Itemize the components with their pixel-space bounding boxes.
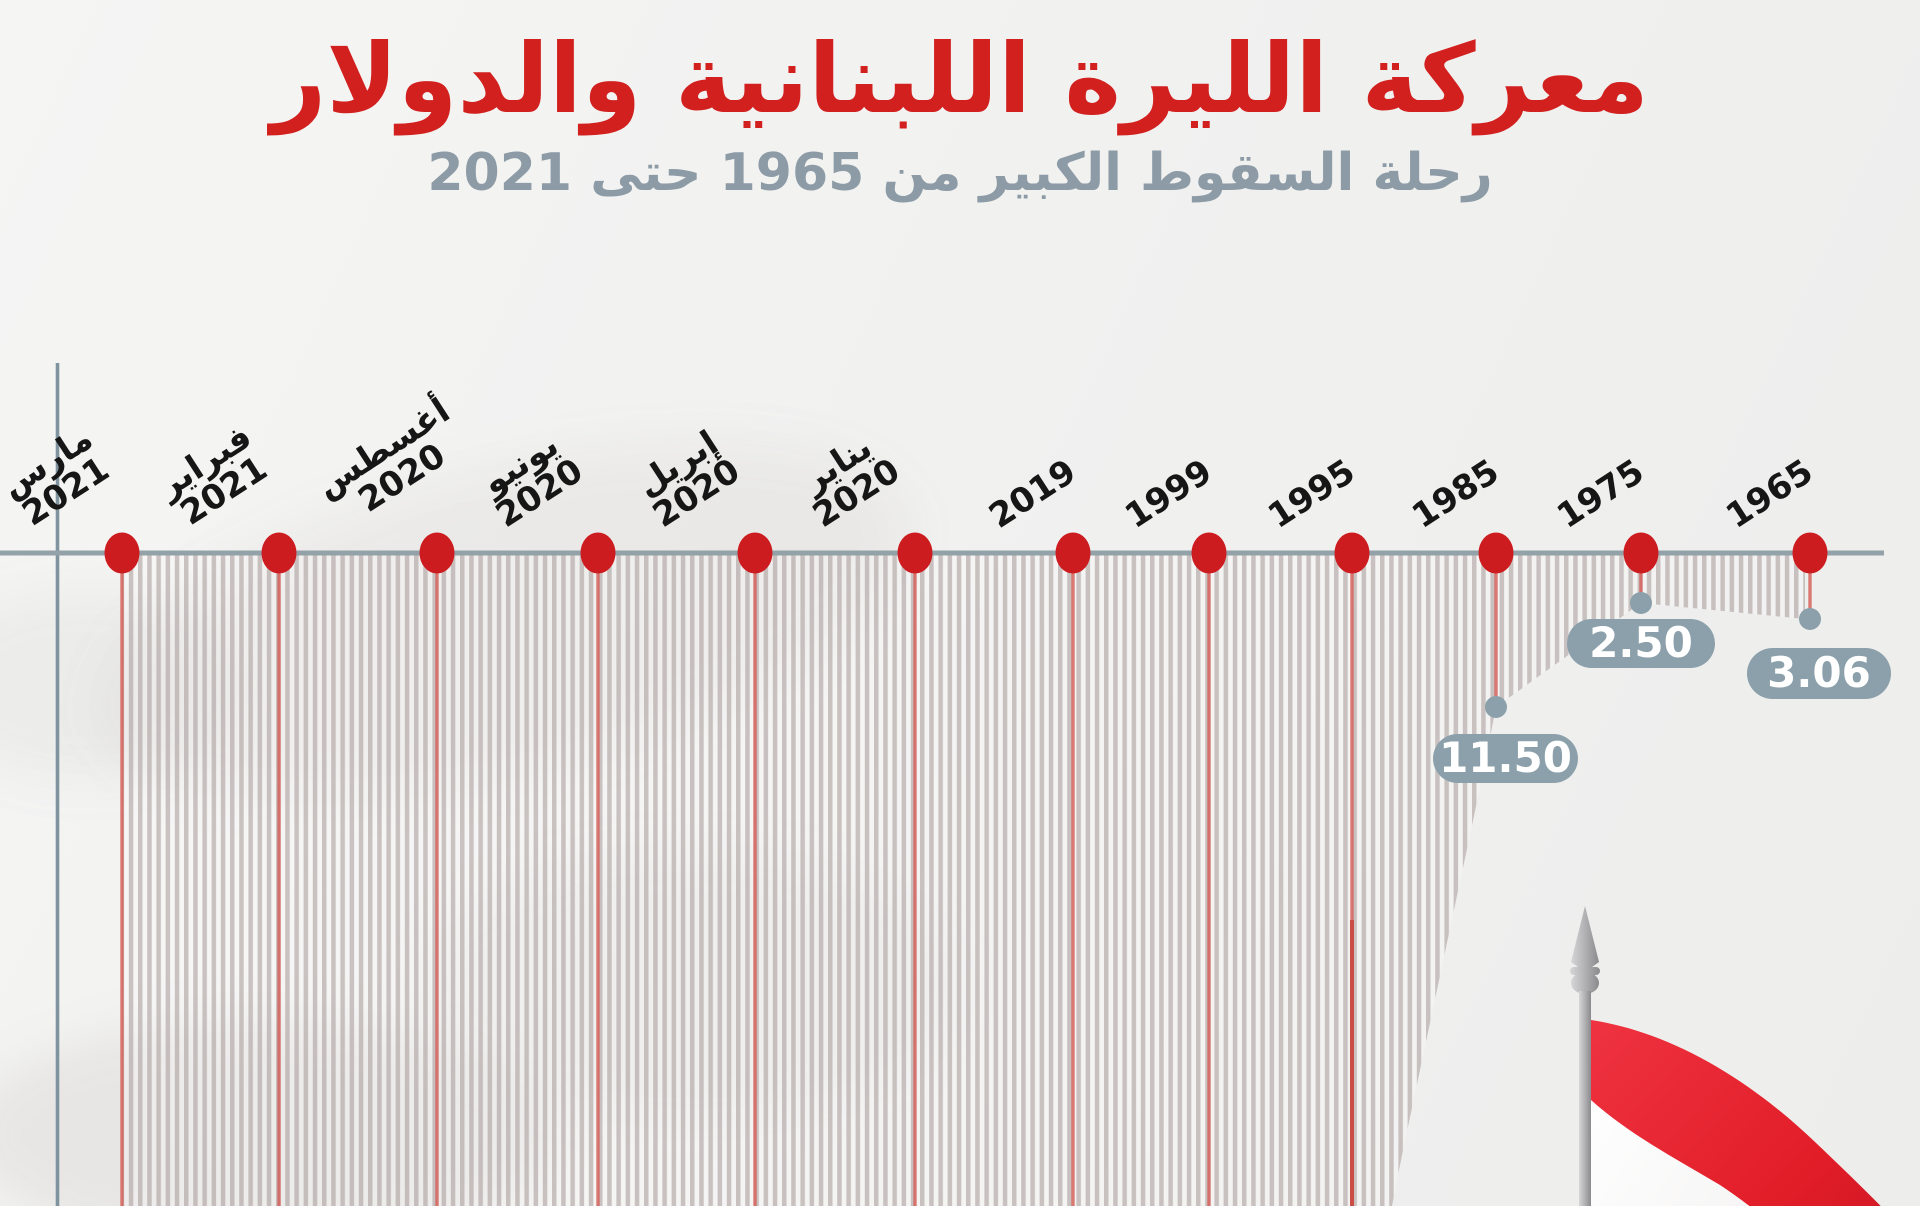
timeline-dot-10 xyxy=(1623,532,1659,574)
area-fill xyxy=(122,553,1805,1206)
timeline-dot-5 xyxy=(897,532,933,574)
page-subtitle: رحلة السقوط الكبير من 1965 حتى 2021 xyxy=(427,143,1493,204)
timeline-dot-6 xyxy=(1055,532,1091,574)
header: معركة الليرة اللبنانية والدولار رحلة الس… xyxy=(0,0,1920,203)
timeline-dot-0 xyxy=(104,532,140,574)
timeline-dot-2 xyxy=(419,532,455,574)
value-dot-11 xyxy=(1799,608,1821,630)
flag-red-band xyxy=(1591,1020,1881,1206)
timeline-dot-11 xyxy=(1792,532,1828,574)
timeline-dot-3 xyxy=(580,532,616,574)
value-badge-1975: 2.50 xyxy=(1567,618,1715,668)
flagpole-shaft xyxy=(1579,991,1591,1206)
value-badge-1965: 3.06 xyxy=(1747,648,1891,699)
flagpole-ring xyxy=(1570,967,1600,975)
timeline-dot-9 xyxy=(1478,532,1514,574)
value-badge-1985: 11.50 xyxy=(1433,733,1578,783)
timeline-dot-4 xyxy=(737,532,773,574)
value-dot-9 xyxy=(1485,696,1507,718)
page-title: معركة الليرة اللبنانية والدولار xyxy=(271,23,1650,135)
timeline-dot-8 xyxy=(1334,532,1370,574)
value-dot-10 xyxy=(1630,592,1652,614)
flagpole-spear xyxy=(1571,906,1599,972)
flagpole-ball xyxy=(1571,972,1599,994)
timeline-dot-1 xyxy=(261,532,297,574)
lebanon-flag xyxy=(1500,850,1920,1206)
timeline-dot-7 xyxy=(1191,532,1227,574)
